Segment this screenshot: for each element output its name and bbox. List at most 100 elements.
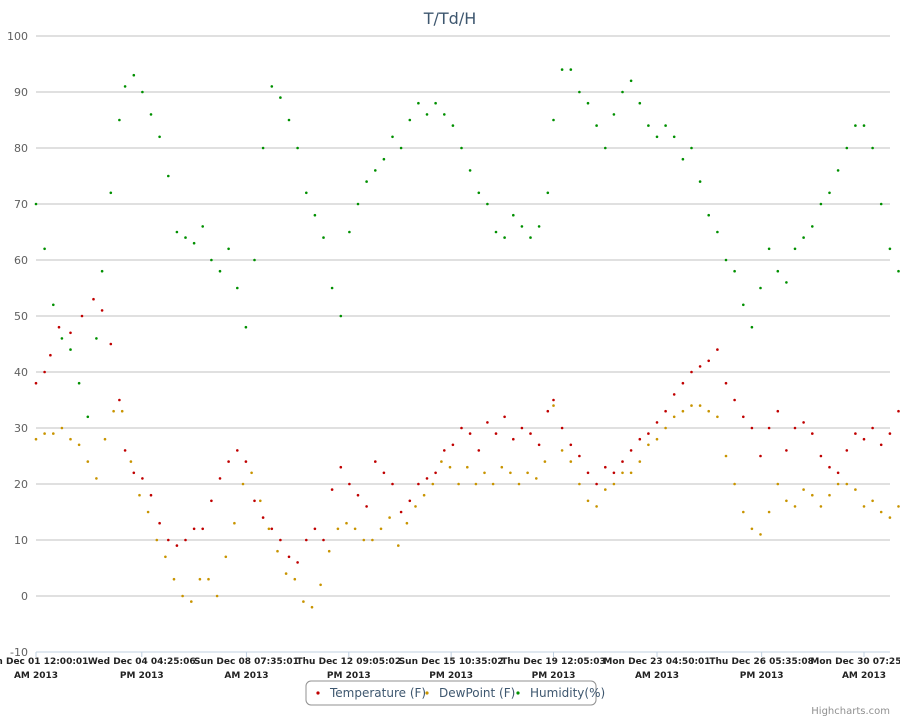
data-point [604,146,607,150]
series-humidity [34,68,900,419]
data-point [155,538,159,542]
data-point [647,124,650,127]
data-point [785,449,788,452]
data-point [276,549,279,553]
data-point [417,101,420,105]
data-point [569,443,573,447]
data-point [362,538,366,542]
x-axis: Sun Dec 01 12:00:01 AM 2013 Wed Dec 04 04:… [0,651,900,681]
data-point [175,230,179,234]
data-point [888,432,892,435]
data-point [862,124,866,127]
data-point [836,471,840,475]
data-point [586,101,590,105]
data-point [167,174,170,178]
data-point [95,477,98,480]
data-point [241,482,245,486]
data-point [190,600,193,603]
data-point [494,230,498,234]
data-point [434,471,437,475]
data-point [330,286,334,290]
data-point [733,482,736,486]
data-point [520,225,524,228]
y-tick-label: 0 [21,590,28,603]
data-point [227,460,230,463]
legend-label-temperature: Temperature (F) [329,686,426,700]
y-tick-label: 40 [14,366,28,379]
x-tick-label: AM 2013 [635,671,679,681]
x-tick-label: PM 2013 [327,671,371,681]
data-point [707,359,710,363]
data-point [310,605,314,609]
data-point [405,521,409,525]
data-point [224,555,228,559]
data-point [261,516,265,519]
y-tick-label: 30 [14,422,28,435]
data-point [353,527,357,531]
legend-marker-temperature [316,691,320,695]
data-point [477,449,481,452]
data-point [207,577,210,581]
data-point [227,247,230,251]
data-point [233,521,236,525]
data-point [664,426,667,430]
data-point [819,202,823,206]
data-point [141,477,144,480]
x-tick-label: Mon Dec 23 04:50:01 [603,657,710,667]
data-point [742,510,745,514]
data-point [529,432,532,435]
data-point [210,258,213,262]
data-point [253,499,256,503]
credits-link[interactable]: Highcharts.com [811,706,890,717]
legend-item-humidity[interactable]: Humidity(%) [516,686,605,700]
data-point [279,96,282,99]
y-tick-label: 50 [14,310,28,323]
data-point [629,79,633,83]
data-point [382,157,386,161]
data-point [707,409,710,413]
data-point [399,510,403,514]
data-point [284,572,288,575]
data-point [767,510,771,514]
data-point [672,393,676,396]
data-point [49,353,52,357]
data-point [287,555,291,559]
data-point [474,482,478,486]
x-tick-label: AM 2013 [224,671,268,681]
data-point [34,202,38,206]
data-point [460,426,463,430]
data-point [43,247,46,251]
data-point [802,236,805,239]
data-point [109,342,113,346]
legend-item-temperature[interactable]: Temperature (F) [316,686,426,700]
x-tick-label: Thu Dec 26 05:35:08 [709,657,814,667]
data-point [279,538,282,542]
data-point [862,437,866,441]
y-tick-label: 100 [7,30,28,43]
data-point [365,505,368,508]
data-point [468,169,472,172]
data-point [828,493,831,497]
data-point [793,505,797,508]
x-tick-label: Mon Dec 30 07:25:00 [810,657,900,667]
data-point [629,471,633,475]
data-point [57,325,61,329]
data-point [578,90,581,94]
data-point [509,471,512,475]
data-point [296,561,299,564]
legend-item-dewpoint[interactable]: DewPoint (F) [425,686,515,700]
data-point [750,325,754,329]
data-point [43,432,46,435]
data-point [374,460,377,463]
data-point [425,113,429,116]
data-point [356,202,360,206]
data-point [879,443,883,447]
y-tick-label: 90 [14,86,28,99]
data-point [192,527,196,531]
data-point [397,544,400,547]
chart-title: T/Td/H [423,9,477,28]
data-point [422,493,426,497]
data-point [690,404,693,407]
data-point [586,499,590,503]
